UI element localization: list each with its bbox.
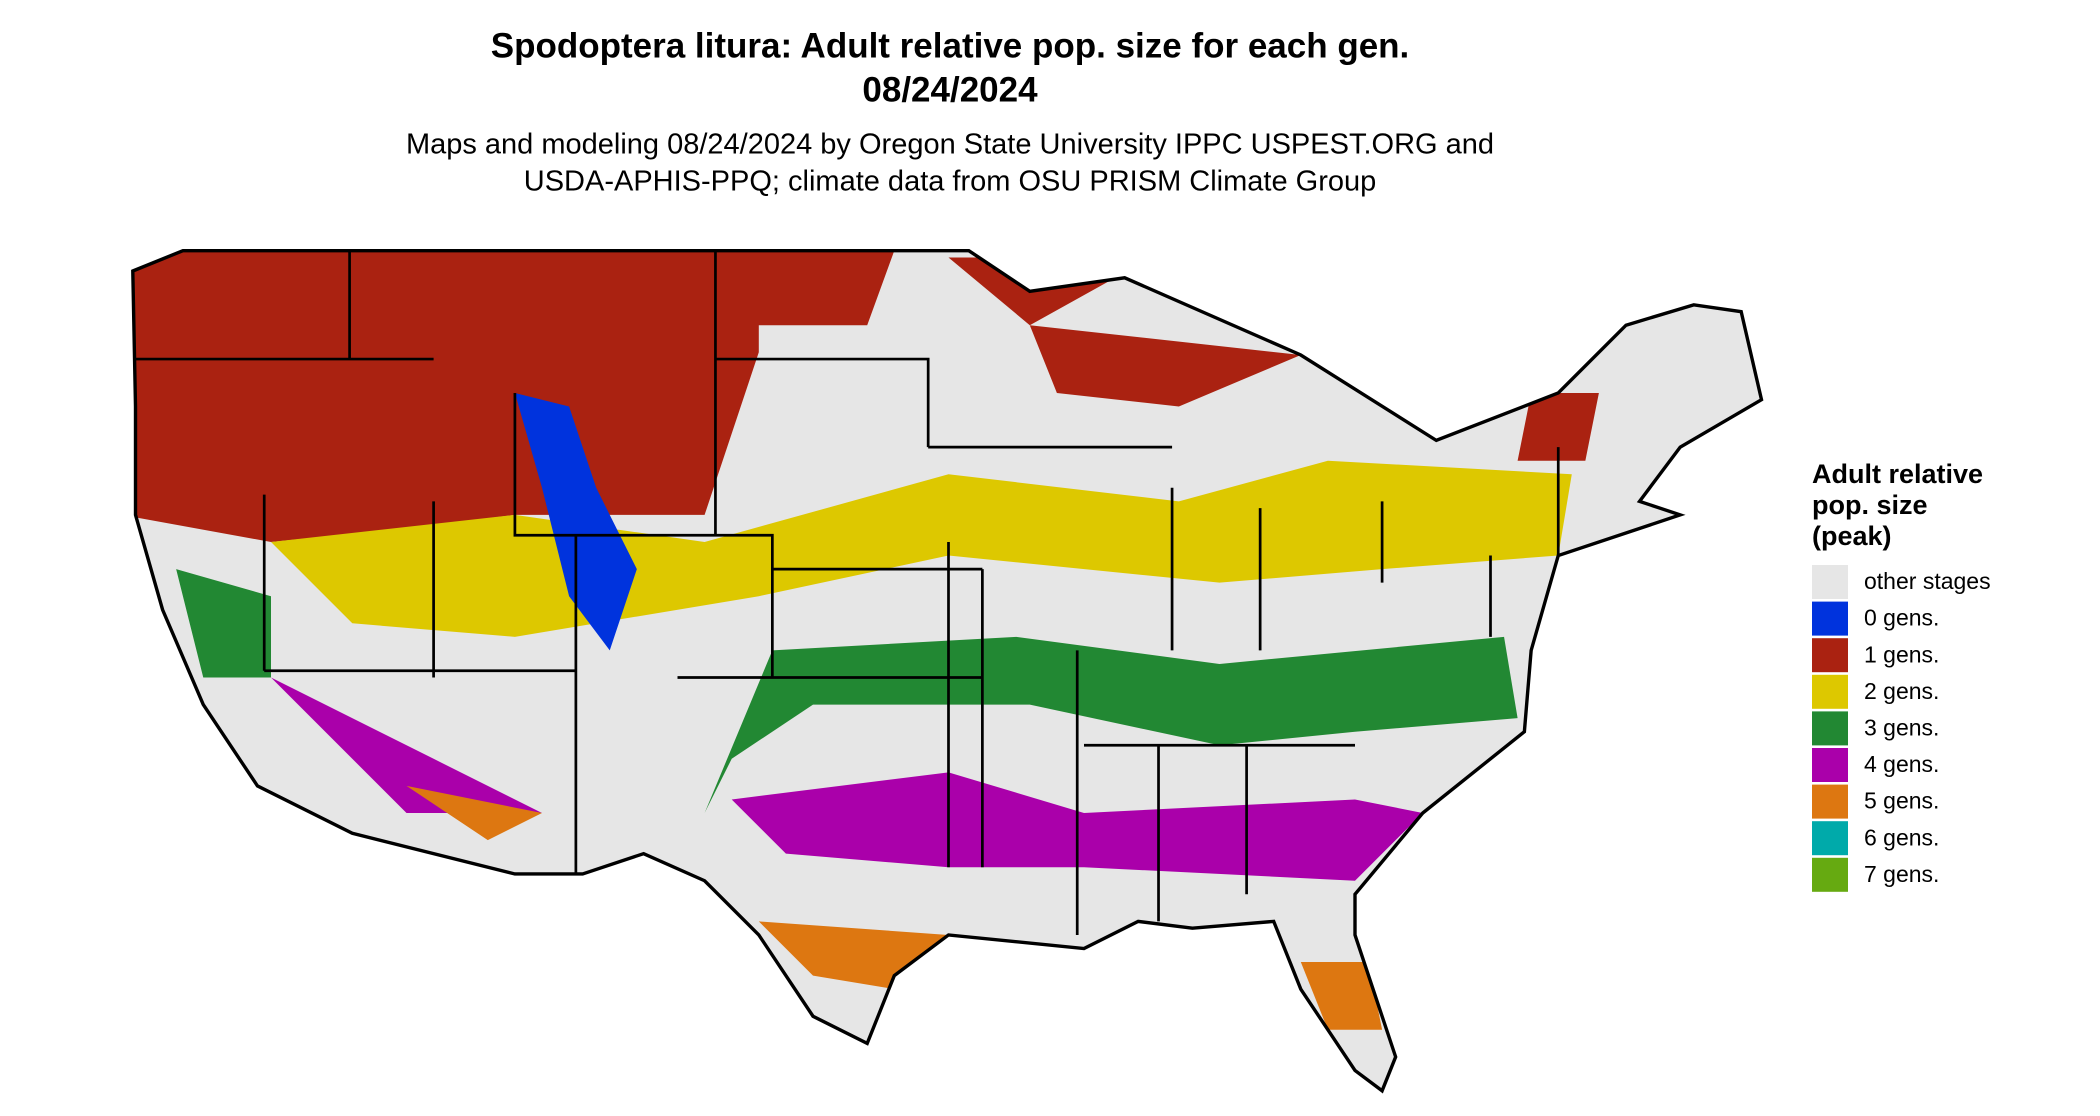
legend-label: 4 gens. (1864, 751, 1939, 777)
subtitle: USDA-APHIS-PPQ; climate data from OSU PR… (524, 166, 1377, 198)
legend-label: 2 gens. (1864, 678, 1939, 704)
generation-region (514, 392, 637, 651)
legend-label: 6 gens. (1864, 824, 1939, 850)
us-outline (131, 248, 1764, 1094)
legend-label: 5 gens. (1864, 788, 1939, 814)
legend-label: 0 gens. (1864, 605, 1939, 631)
legend-label: other stages (1864, 568, 1991, 594)
legend-title: Adult relative (1812, 459, 1983, 489)
state-borders (135, 250, 1560, 935)
legend-swatch (1812, 857, 1848, 892)
legend-label: 1 gens. (1864, 641, 1939, 667)
generation-region (271, 677, 1423, 881)
generation-region (132, 250, 1599, 543)
subtitle: Maps and modeling 08/24/2024 by Oregon S… (406, 129, 1494, 161)
legend-swatch (1812, 748, 1848, 782)
legend-swatch (1812, 638, 1848, 673)
legend-swatch (1812, 601, 1848, 636)
legend-label: 3 gens. (1864, 714, 1939, 740)
legend-swatch (1812, 674, 1848, 709)
generation-region (176, 569, 1518, 813)
legend-title: (peak) (1812, 521, 1892, 551)
map (131, 248, 1764, 1094)
legend-swatch (1812, 565, 1848, 599)
legend-title: pop. size (1812, 490, 1928, 520)
legend-swatch (1812, 711, 1848, 746)
title-date: 08/24/2024 (862, 70, 1038, 109)
legend-label: 7 gens. (1864, 861, 1939, 887)
legend-swatch (1812, 784, 1848, 819)
title: Spodoptera litura: Adult relative pop. s… (491, 26, 1410, 65)
legend-swatch (1812, 821, 1848, 856)
